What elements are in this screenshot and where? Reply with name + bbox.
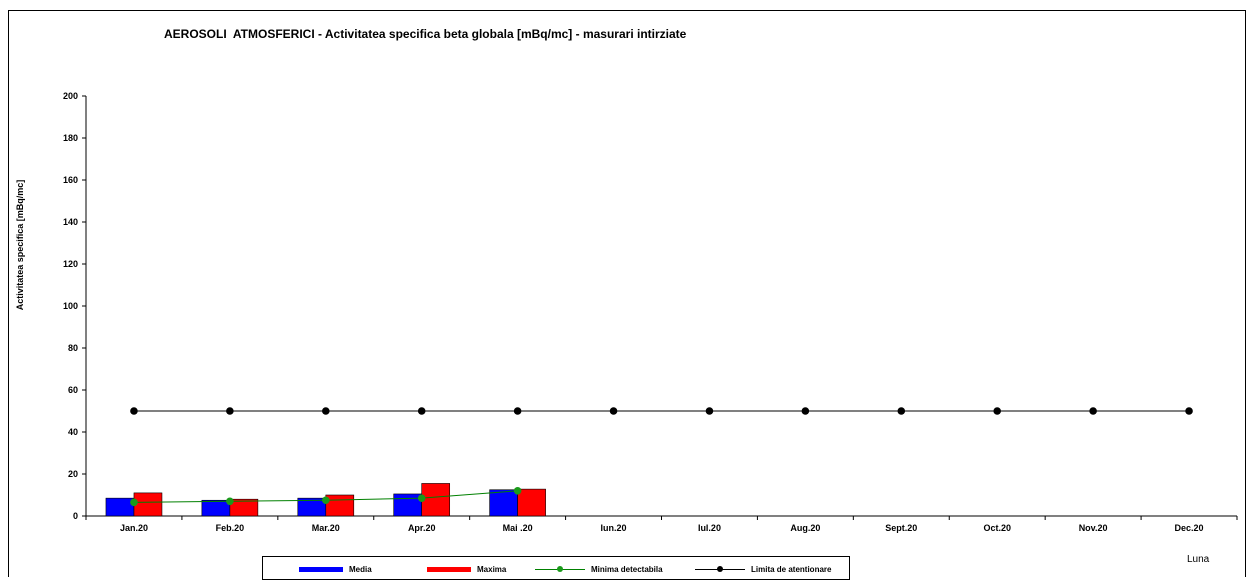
bar-media bbox=[393, 493, 423, 517]
y-tick-label: 40 bbox=[68, 427, 78, 437]
y-tick-label: 120 bbox=[63, 259, 78, 269]
point-limita-de-atentionare bbox=[321, 407, 330, 415]
x-tick-label: Dec.20 bbox=[1175, 523, 1204, 533]
legend-swatch-minima bbox=[535, 566, 585, 572]
x-tick-label: Mai .20 bbox=[503, 523, 533, 533]
bar-maxima bbox=[229, 498, 259, 517]
point-limita-de-atentionare bbox=[513, 407, 522, 415]
x-tick-label: Jan.20 bbox=[120, 523, 148, 533]
y-tick-label: 180 bbox=[63, 133, 78, 143]
legend: Media Maxima Minima detectabila Limita d… bbox=[262, 556, 850, 580]
point-limita-de-atentionare bbox=[1185, 407, 1193, 415]
bar-maxima bbox=[517, 488, 546, 517]
point-limita-de-atentionare bbox=[417, 407, 426, 415]
legend-label-maxima: Maxima bbox=[477, 564, 507, 574]
x-tick-label: Nov.20 bbox=[1079, 523, 1108, 533]
point-limita-de-atentionare bbox=[609, 407, 618, 415]
bar-maxima bbox=[421, 483, 451, 517]
legend-item-media: Media bbox=[299, 563, 372, 575]
legend-item-minima: Minima detectabila bbox=[535, 563, 663, 575]
y-tick-label: 160 bbox=[63, 175, 78, 185]
x-axis-label: Luna bbox=[1187, 554, 1210, 565]
x-tick-label: Aug.20 bbox=[790, 523, 820, 533]
legend-swatch-media bbox=[299, 566, 343, 572]
point-minima-detectabila bbox=[417, 494, 426, 502]
bar-media bbox=[105, 497, 135, 517]
legend-label-minima: Minima detectabila bbox=[591, 564, 663, 574]
bar-maxima bbox=[325, 494, 355, 517]
legend-swatch-limita bbox=[695, 566, 745, 572]
x-tick-label: Iun.20 bbox=[601, 523, 627, 533]
x-tick-label: Mar.20 bbox=[312, 523, 340, 533]
y-tick-label: 60 bbox=[68, 385, 78, 395]
y-tick-label: 20 bbox=[68, 469, 78, 479]
legend-item-limita: Limita de atentionare bbox=[695, 563, 831, 575]
point-limita-de-atentionare bbox=[130, 407, 138, 415]
point-limita-de-atentionare bbox=[1089, 407, 1097, 415]
y-tick-label: 100 bbox=[63, 301, 78, 311]
point-minima-detectabila bbox=[226, 497, 234, 506]
legend-label-limita: Limita de atentionare bbox=[751, 564, 832, 574]
y-tick-label: 80 bbox=[68, 343, 78, 353]
chart-title: AEROSOLI ATMOSFERICI - Activitatea speci… bbox=[164, 27, 687, 41]
point-limita-de-atentionare bbox=[897, 407, 906, 415]
x-tick-label: Feb.20 bbox=[216, 523, 245, 533]
y-tick-label: 140 bbox=[63, 217, 78, 227]
legend-swatch-maxima bbox=[427, 566, 471, 572]
point-limita-de-atentionare bbox=[226, 407, 234, 415]
x-tick-label: Oct.20 bbox=[983, 523, 1011, 533]
x-tick-label: Sept.20 bbox=[885, 523, 917, 533]
y-tick-label: 0 bbox=[73, 511, 78, 521]
x-tick-label: Iul.20 bbox=[698, 523, 721, 533]
point-limita-de-atentionare bbox=[993, 407, 1002, 415]
point-minima-detectabila bbox=[513, 487, 522, 495]
y-tick-label: 200 bbox=[63, 91, 78, 101]
legend-label-media: Media bbox=[349, 564, 372, 574]
bar-media bbox=[489, 489, 518, 517]
point-minima-detectabila bbox=[130, 498, 138, 507]
legend-item-maxima: Maxima bbox=[427, 563, 506, 575]
point-limita-de-atentionare bbox=[705, 407, 714, 415]
point-limita-de-atentionare bbox=[801, 407, 810, 415]
bar-media bbox=[201, 499, 231, 517]
point-minima-detectabila bbox=[321, 496, 330, 505]
x-tick-label: Apr.20 bbox=[408, 523, 436, 533]
bar-maxima bbox=[133, 492, 163, 517]
chart-frame bbox=[8, 10, 1246, 577]
